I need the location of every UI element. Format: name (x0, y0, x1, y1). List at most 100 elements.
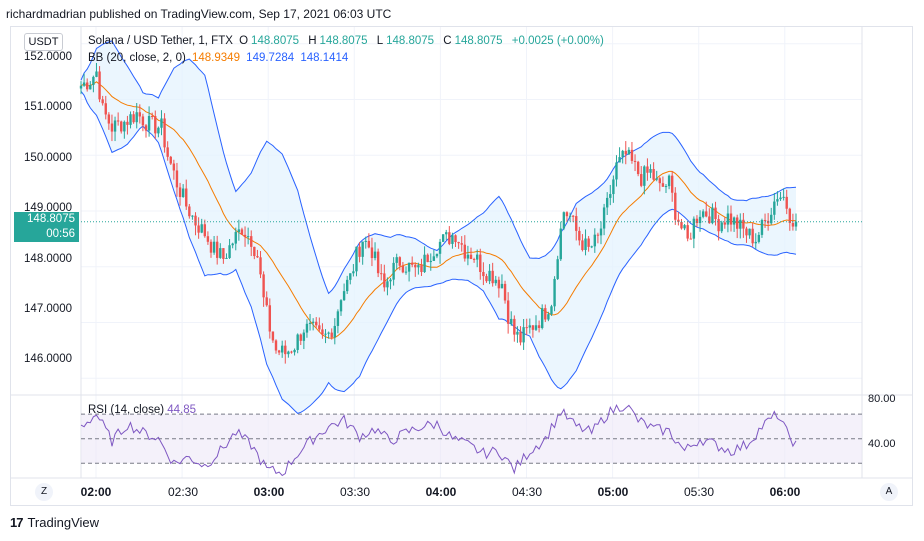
candle-body (689, 238, 692, 240)
candle-body (488, 270, 491, 282)
x-tick-label: 02:30 (167, 485, 199, 499)
candle-body (448, 232, 451, 244)
candle-body (547, 314, 550, 320)
candle-body (262, 274, 265, 298)
candle-body (742, 219, 745, 229)
candle-body (491, 270, 494, 284)
candle-body (154, 116, 157, 134)
candle-body (311, 321, 315, 323)
y-tick-label: 148.0000 (24, 253, 72, 265)
candle-body (290, 351, 293, 353)
publisher-line: richardmadrian published on TradingView.… (6, 7, 392, 21)
candle-body (358, 246, 361, 257)
candle-body (429, 260, 432, 263)
candle-body (178, 187, 182, 197)
legend-h-label: H (308, 35, 317, 47)
candle-body (277, 350, 281, 353)
candle-body (472, 259, 476, 261)
symbol-currency-badge[interactable]: USDT (24, 33, 63, 51)
candle-body (240, 229, 244, 235)
candle-body (463, 244, 467, 259)
candle-body (212, 241, 216, 253)
candle-body (318, 325, 321, 330)
candle-body (445, 232, 448, 235)
candle-body (695, 218, 699, 224)
candle-body (655, 178, 658, 180)
candle-body (414, 264, 417, 268)
candle-body (571, 215, 575, 217)
auto-scale-button[interactable]: A (880, 483, 898, 501)
candle-body (646, 166, 649, 173)
candle-body (714, 207, 717, 220)
candle-body (79, 85, 83, 89)
bb-upper-line (80, 40, 797, 295)
timezone-toggle-button[interactable]: Z (35, 483, 53, 501)
candle-body (670, 175, 674, 193)
candle-body (284, 345, 287, 355)
legend-title[interactable]: Solana / USD Tether, 1, FTX (88, 35, 233, 47)
candle-body (293, 349, 296, 353)
candle-body (667, 175, 671, 187)
candle-body (630, 149, 634, 161)
candle-body (101, 99, 104, 104)
last-price-tag: 148.8075 00:56 (14, 212, 79, 242)
chart-frame (10, 26, 913, 506)
candle-body (500, 283, 504, 289)
candle-body (327, 332, 330, 334)
candle-body (370, 247, 374, 259)
candle-body (661, 183, 665, 187)
candle-body (188, 206, 191, 217)
candle-body (423, 254, 426, 273)
candle-body (763, 220, 767, 222)
candle-body (534, 325, 538, 330)
candle-body (531, 325, 535, 330)
candle-body (305, 323, 309, 333)
candle-body (705, 211, 708, 217)
candle-body (677, 219, 680, 222)
candle-body (636, 161, 640, 175)
candle-body (791, 223, 795, 227)
candle-body (274, 340, 278, 351)
legend-h-value: 148.8075 (319, 35, 368, 47)
rsi-label[interactable]: RSI (14, close) (88, 404, 165, 416)
candle-body (92, 76, 95, 85)
candle-body (723, 222, 727, 225)
candle-body (181, 188, 185, 197)
candle-body (438, 241, 442, 254)
candle-body (779, 197, 782, 200)
bb-label[interactable]: BB (20, close, 2, 0) (88, 52, 186, 64)
candle-body (410, 262, 414, 265)
candle-body (485, 276, 488, 282)
candle-body (525, 327, 528, 329)
candle-body (686, 225, 689, 239)
candle-body (513, 318, 516, 335)
candle-body (234, 231, 237, 244)
candle-body (581, 240, 584, 251)
candle-body (475, 254, 479, 260)
candle-body (330, 332, 333, 338)
candle-body (82, 82, 86, 86)
rsi-line (80, 404, 797, 477)
candle-body (460, 243, 463, 245)
candle-body (417, 265, 420, 268)
tradingview-logo[interactable]: 17 TradingView (10, 515, 99, 530)
legend-l-value: 148.8075 (386, 35, 435, 47)
candle-body (503, 283, 507, 301)
candle-body (528, 325, 532, 328)
candle-body (568, 215, 572, 217)
bb-band-fill (81, 40, 796, 414)
candle-body (225, 257, 228, 259)
y-tick-label: 150.0000 (24, 152, 72, 164)
candle-body (215, 241, 219, 258)
tradingview-logo-icon: 17 (10, 515, 24, 530)
candle-body (367, 240, 371, 248)
candle-body (126, 121, 129, 125)
candle-body (110, 123, 114, 132)
bar-countdown: 00:56 (46, 228, 75, 240)
candle-body (144, 125, 148, 131)
candle-body (392, 262, 395, 280)
candle-body (544, 308, 547, 320)
candle-body (200, 224, 203, 233)
candle-body (550, 306, 553, 315)
